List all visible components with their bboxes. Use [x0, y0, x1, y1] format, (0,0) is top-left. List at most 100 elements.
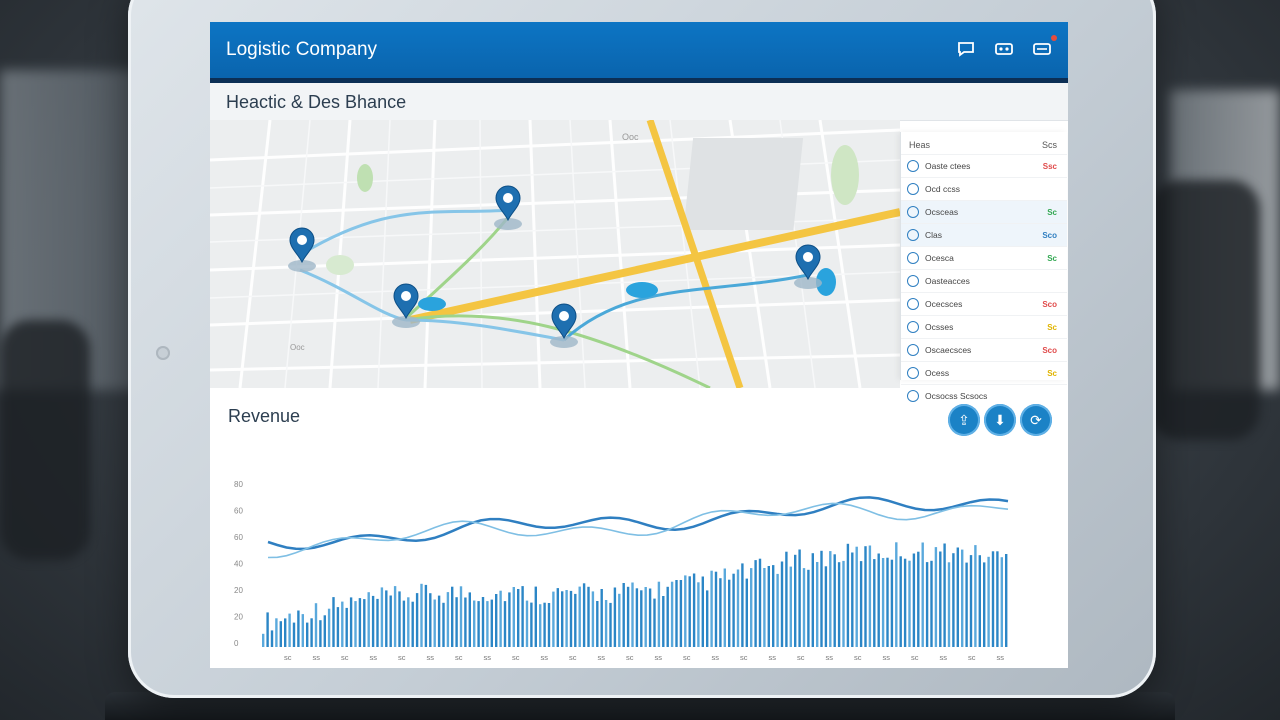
shipment-row[interactable]: Ocd ccss [901, 177, 1067, 200]
shipment-row[interactable]: Ocsceas Sc [901, 200, 1067, 223]
x-tick-label: sc [797, 653, 805, 662]
shipment-row-label: Ocsses [925, 322, 954, 332]
revenue-bar [890, 559, 894, 647]
revenue-bar [965, 562, 968, 647]
shipment-row-label: Ocecsces [925, 299, 963, 309]
x-tick-label: sc [398, 653, 406, 662]
shipment-row[interactable]: Oaste ctees Ssc [901, 154, 1067, 177]
notification-icon[interactable] [1030, 35, 1057, 60]
notification-dot [1051, 35, 1057, 41]
location-pin-icon[interactable] [494, 185, 522, 230]
location-pin-icon[interactable] [392, 283, 420, 328]
revenue-bar [393, 586, 397, 647]
revenue-bar [288, 613, 291, 647]
x-tick-label: sc [455, 653, 463, 662]
truck-icon [907, 229, 919, 241]
shipment-row-label: Oscaecsces [925, 345, 972, 355]
revenue-bar [314, 603, 318, 647]
revenue-bar [451, 586, 454, 647]
revenue-bar [508, 592, 511, 647]
revenue-bar [833, 554, 836, 647]
shipment-row[interactable]: Oscaecsces Sco [901, 338, 1067, 361]
app-header: Logistic Company [210, 22, 1068, 83]
revenue-bar [877, 553, 880, 647]
x-tick-label: sc [569, 653, 577, 662]
revenue-bar [732, 573, 735, 647]
revenue-bar [306, 622, 309, 647]
y-tick-label: 60 [234, 533, 243, 542]
shipment-row[interactable]: Clas Sco [901, 223, 1067, 246]
chat-icon[interactable] [954, 38, 978, 60]
revenue-bar [859, 561, 863, 647]
shipment-row[interactable]: Ocecsces Sco [901, 292, 1067, 315]
refresh-icon[interactable]: ⟳ [1020, 404, 1052, 436]
revenue-bar [873, 559, 876, 647]
share-icon[interactable]: ⇪ [948, 404, 980, 436]
section-bar: Heactic & Des Bhance [210, 83, 1068, 121]
revenue-bar [270, 630, 274, 647]
revenue-bar [956, 547, 959, 647]
revenue-bar [939, 551, 942, 647]
shipment-row[interactable]: Ocsses Sc [901, 315, 1067, 338]
revenue-bar [569, 590, 573, 647]
shipment-row-info: Ocsses [907, 321, 953, 333]
shipment-list: Oaste ctees Ssc Ocd ccss Ocsceas Sc Clas Sco Oc… [901, 154, 1067, 407]
revenue-bar [952, 553, 955, 647]
revenue-bar [556, 588, 559, 647]
revenue-bar [310, 618, 313, 647]
shipment-row-label: Oaste ctees [925, 161, 971, 171]
revenue-bar [420, 583, 423, 647]
revenue-bar [675, 580, 678, 647]
shipment-row-status: Sc [1047, 207, 1057, 217]
shipment-row-info: Ocsceas [907, 206, 958, 218]
revenue-bar [389, 595, 392, 647]
location-pin-icon[interactable] [794, 244, 822, 289]
revenue-bar [820, 550, 823, 647]
panel-header-left: Heas [909, 140, 931, 150]
revenue-bar [842, 560, 845, 647]
x-tick-label: sc [341, 653, 349, 662]
revenue-bar [710, 570, 713, 647]
revenue-bar [785, 551, 788, 647]
revenue-bar [635, 588, 639, 647]
revenue-bar [974, 545, 977, 647]
revenue-bar [789, 566, 792, 647]
location-pin-icon[interactable] [550, 303, 578, 348]
background-chair [1150, 180, 1260, 440]
revenue-bar [1000, 557, 1003, 647]
revenue-bar [754, 560, 757, 647]
revenue-bar [1005, 554, 1008, 647]
shipment-row[interactable]: Oasteacces [901, 269, 1067, 292]
revenue-bar [490, 599, 493, 647]
revenue-bar [284, 618, 287, 647]
revenue-bar [881, 558, 885, 647]
shipment-row-status: Ssc [1042, 161, 1057, 171]
route-map[interactable]: Ooc Ooc [210, 120, 900, 388]
revenue-bar [670, 581, 674, 647]
section-title: Heactic & Des Bhance [226, 92, 407, 112]
revenue-bar [380, 587, 384, 647]
revenue-bar [978, 555, 981, 647]
shipment-row[interactable]: Ocesca Sc [901, 246, 1067, 269]
background-chair-left [0, 320, 90, 560]
revenue-bar [934, 547, 938, 647]
revenue-bar [275, 618, 278, 647]
shipment-row[interactable]: Ocsocss Scsocs [901, 384, 1067, 407]
location-pin-icon[interactable] [288, 227, 316, 272]
revenue-bar [327, 608, 331, 647]
shipment-row-label: Ocd ccss [925, 184, 960, 194]
revenue-bar [503, 601, 507, 647]
revenue-bar [864, 546, 867, 647]
download-icon[interactable]: ⬇ [984, 404, 1016, 436]
revenue-bar [631, 582, 634, 647]
map-icon[interactable] [992, 38, 1016, 60]
shipment-row-info: Oscaecsces [907, 344, 971, 356]
revenue-bar [512, 587, 515, 647]
revenue-bar [547, 603, 551, 647]
x-tick-label: ss [940, 653, 948, 662]
revenue-bar [517, 589, 520, 647]
revenue-bar [969, 555, 973, 647]
shipment-row[interactable]: Ocess Sc [901, 361, 1067, 384]
revenue-bar [886, 557, 889, 647]
revenue-bar [684, 575, 687, 647]
